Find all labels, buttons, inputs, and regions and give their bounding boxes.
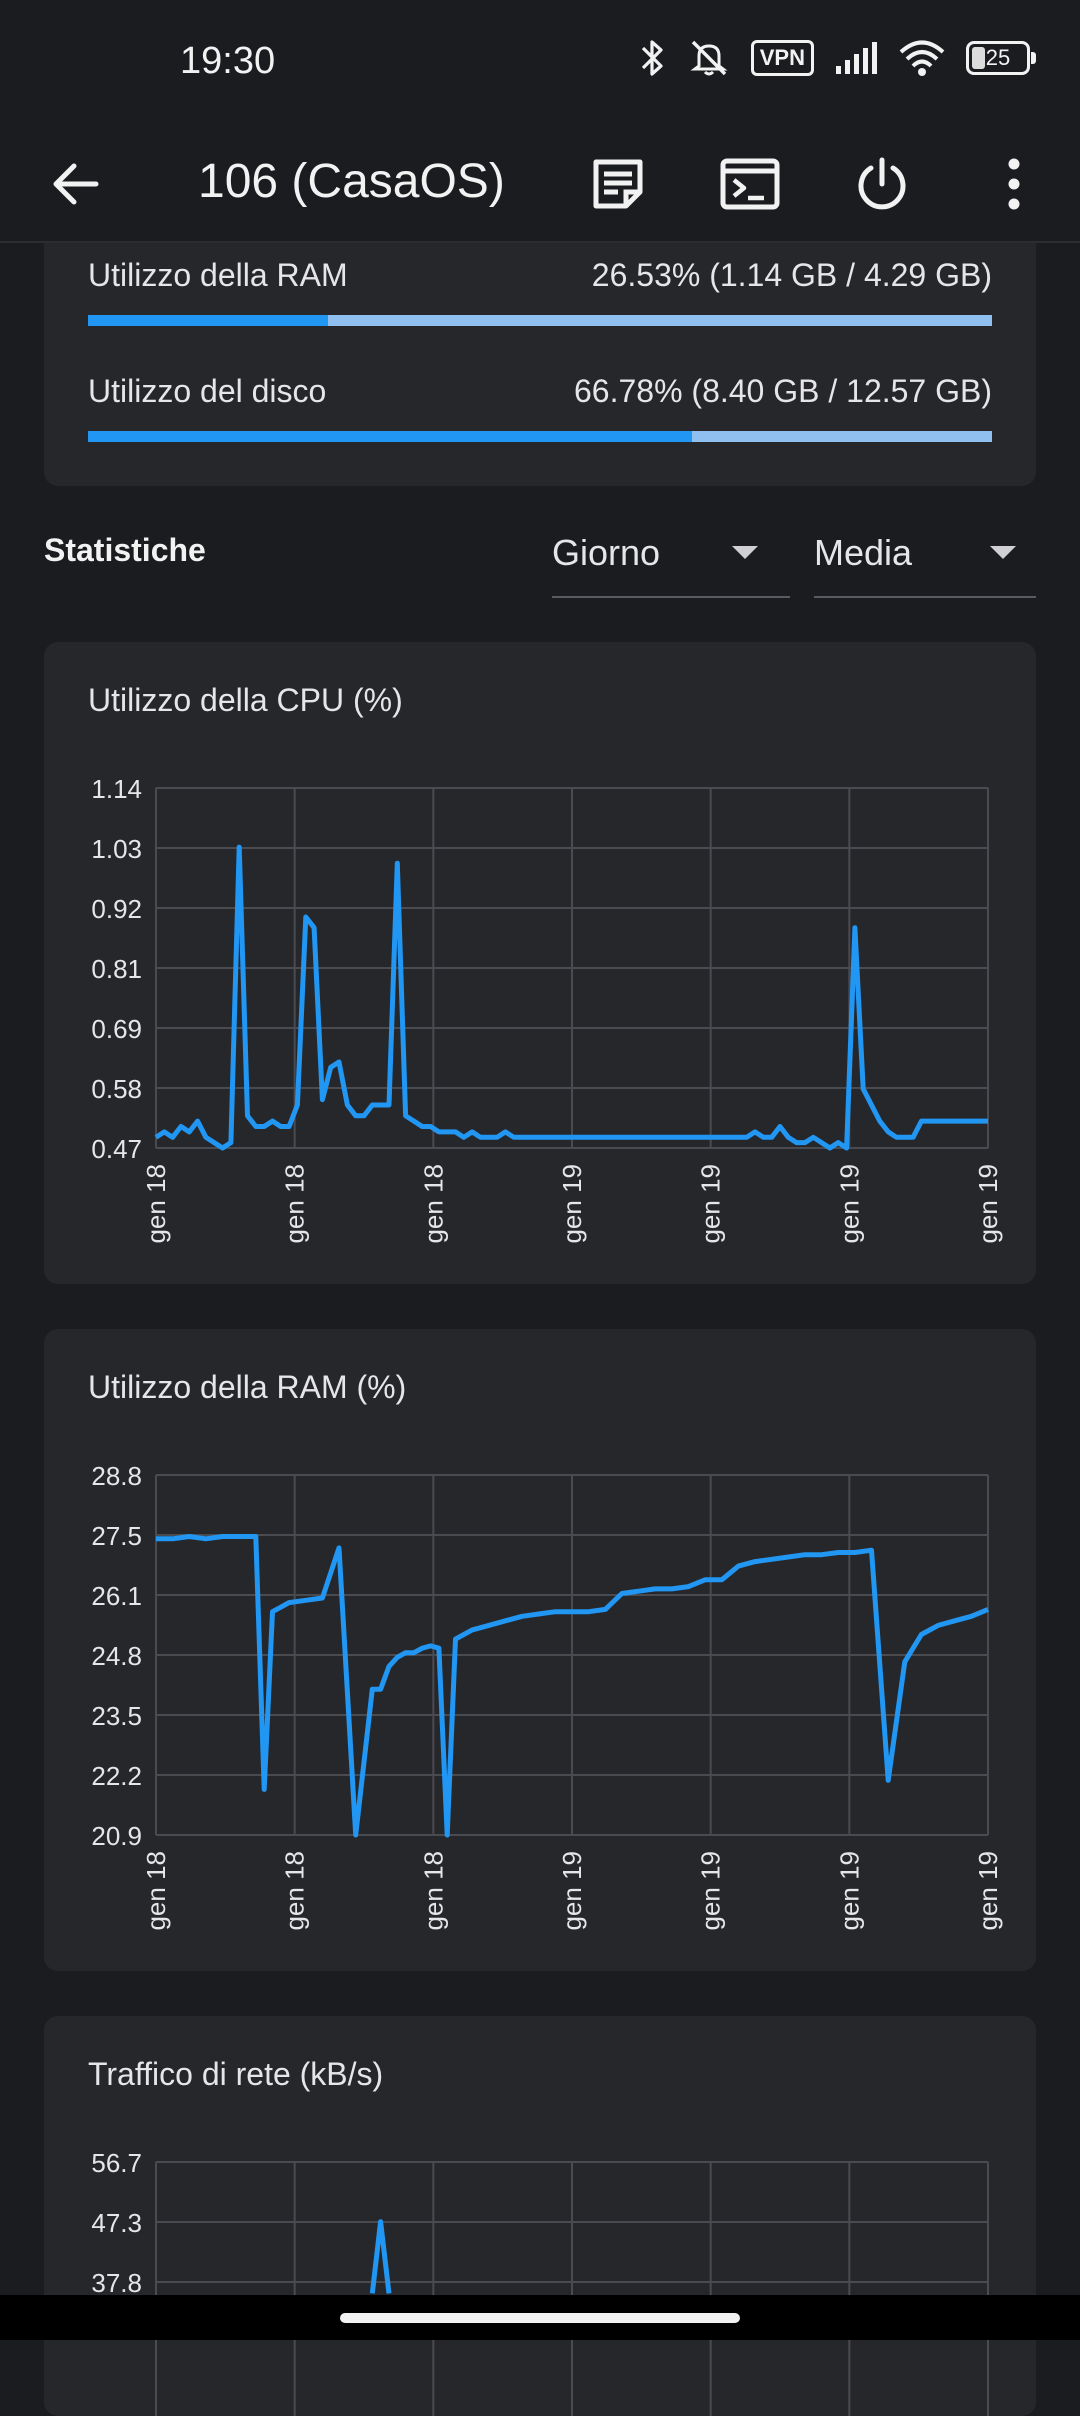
arrow-back-icon	[53, 163, 99, 205]
muted-bell-icon	[690, 40, 728, 76]
chevron-down-icon	[990, 546, 1016, 559]
navigation-bar	[0, 2295, 1080, 2340]
stats-title: Statistiche	[44, 532, 206, 568]
signal-icon	[836, 42, 877, 74]
back-button[interactable]	[48, 156, 104, 212]
ram-usage-bar	[88, 315, 992, 326]
chart-title: Utilizzo della RAM (%)	[88, 1369, 407, 1405]
y-tick-label: 22.2	[91, 1761, 142, 1791]
battery-level: 25	[985, 45, 1011, 70]
y-tick-label: 23.5	[91, 1701, 142, 1731]
ram-usage-row: Utilizzo della RAM 26.53% (1.14 GB / 4.2…	[88, 257, 992, 297]
y-tick-label: 37.8	[91, 2268, 142, 2298]
x-tick-label: gen 18	[141, 1164, 171, 1244]
series-line	[154, 844, 988, 1151]
y-tick-label: 24.8	[91, 1641, 142, 1671]
x-tick-label: gen 18	[418, 1851, 448, 1931]
mode-dropdown[interactable]: Media	[814, 522, 1036, 598]
x-tick-label: gen 19	[973, 1164, 1003, 1244]
chevron-down-icon	[732, 546, 758, 559]
y-tick-label: 20.9	[91, 1821, 142, 1851]
y-tick-label: 27.5	[91, 1521, 142, 1551]
notes-button[interactable]	[588, 154, 648, 214]
chart-title: Utilizzo della CPU (%)	[88, 682, 403, 718]
y-tick-label: 28.8	[91, 1461, 142, 1491]
chart-title: Traffico di rete (kB/s)	[88, 2056, 384, 2092]
notes-icon	[593, 159, 643, 209]
period-dropdown[interactable]: Giorno	[552, 522, 790, 598]
more-options-button[interactable]	[984, 154, 1044, 214]
x-tick-label: gen 19	[557, 1851, 587, 1931]
status-time: 19:30	[180, 40, 276, 82]
status-icons: VPN 25	[637, 38, 1036, 78]
vpn-indicator: VPN	[750, 40, 814, 76]
x-tick-label: gen 18	[418, 1164, 448, 1244]
x-tick-label: gen 18	[280, 1851, 310, 1931]
y-tick-label: 0.69	[91, 1014, 142, 1044]
disk-usage-value: 66.78% (8.40 GB / 12.57 GB)	[573, 373, 992, 409]
x-tick-label: gen 19	[696, 1164, 726, 1244]
ram-usage-value: 26.53% (1.14 GB / 4.29 GB)	[591, 257, 992, 293]
resource-usage-card: Utilizzo della RAM 26.53% (1.14 GB / 4.2…	[44, 243, 1036, 486]
ram-usage-fill	[88, 315, 328, 326]
y-tick-label: 0.92	[91, 894, 142, 924]
y-tick-label: 0.58	[91, 1074, 142, 1104]
wifi-icon	[899, 40, 945, 76]
status-bar: 19:30 VPN 25	[0, 0, 1080, 126]
x-tick-label: gen 18	[280, 1164, 310, 1244]
period-value: Giorno	[552, 532, 661, 573]
x-tick-label: gen 19	[557, 1164, 587, 1244]
mode-value: Media	[814, 532, 913, 573]
series-line	[156, 1534, 989, 1838]
power-button[interactable]	[852, 154, 912, 214]
power-icon	[858, 157, 906, 210]
app-bar: 106 (CasaOS)	[0, 126, 1080, 243]
more-vert-icon	[1008, 158, 1020, 210]
disk-usage-row: Utilizzo del disco 66.78% (8.40 GB / 12.…	[88, 373, 992, 413]
series-line	[369, 2219, 392, 2294]
y-tick-label: 26.1	[91, 1581, 142, 1611]
disk-usage-fill	[88, 431, 692, 442]
x-tick-label: gen 19	[834, 1851, 864, 1931]
page-title: 106 (CasaOS)	[198, 155, 505, 208]
network-traffic-chart: 56.7 47.3 37.8	[91, 2148, 989, 2416]
terminal-icon	[720, 158, 780, 210]
x-tick-label: gen 19	[834, 1164, 864, 1244]
disk-usage-label: Utilizzo del disco	[88, 373, 327, 409]
ram-usage-label: Utilizzo della RAM	[88, 257, 348, 293]
bluetooth-icon	[641, 40, 663, 76]
y-tick-label: 1.03	[91, 834, 142, 864]
y-tick-label: 0.47	[91, 1134, 142, 1164]
network-chart-card: Traffico di rete (kB/s) 56.7 47.3 37.8	[44, 2016, 1036, 2416]
x-tick-label: gen 19	[696, 1851, 726, 1931]
console-button[interactable]	[720, 154, 780, 214]
cpu-chart-card: Utilizzo della CPU (%) 1.14 1.03 0.92 0.81 0…	[44, 642, 1036, 1284]
y-tick-label: 47.3	[91, 2208, 142, 2238]
y-tick-label: 0.81	[91, 954, 142, 984]
home-gesture-handle[interactable]	[340, 2313, 740, 2323]
disk-usage-bar	[88, 431, 992, 442]
battery-icon: 25	[966, 41, 1036, 75]
x-tick-label: gen 18	[141, 1851, 171, 1931]
y-tick-label: 56.7	[91, 2148, 142, 2178]
ram-chart-card: Utilizzo della RAM (%) 28.8 27.5 26.1 24.8 2…	[44, 1329, 1036, 1971]
x-tick-label: gen 19	[973, 1851, 1003, 1931]
y-tick-label: 1.14	[91, 774, 142, 804]
